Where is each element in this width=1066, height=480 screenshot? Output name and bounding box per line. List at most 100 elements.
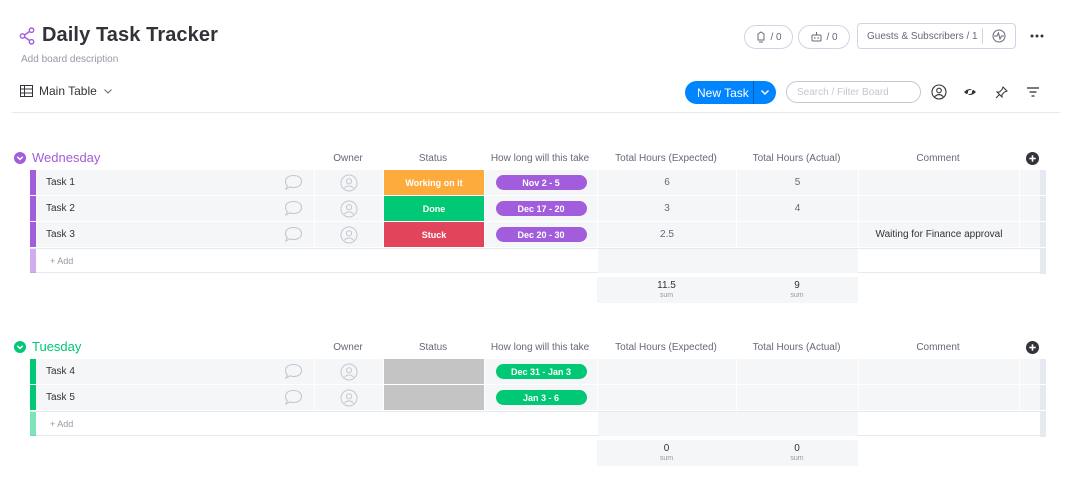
- search-input[interactable]: [786, 81, 921, 103]
- column-header-timeline[interactable]: How long will this take: [490, 153, 590, 164]
- status-cell[interactable]: Done: [383, 196, 484, 221]
- timeline-cell[interactable]: Dec 17 - 20: [484, 196, 597, 221]
- task-name[interactable]: Task 2: [46, 203, 75, 214]
- owner-cell[interactable]: [314, 170, 383, 195]
- comment-cell[interactable]: [858, 385, 1019, 410]
- chat-bubble-icon[interactable]: [284, 200, 303, 217]
- column-header-comment[interactable]: Comment: [916, 342, 960, 353]
- person-filter-icon[interactable]: [930, 83, 948, 101]
- filter-icon[interactable]: [1024, 83, 1042, 101]
- comment-cell[interactable]: [858, 196, 1019, 221]
- person-avatar-icon: [340, 389, 358, 406]
- column-header-actual[interactable]: Total Hours (Actual): [752, 153, 841, 164]
- actual-hours-cell[interactable]: 5: [736, 170, 858, 195]
- integrations-count: / 0: [826, 31, 838, 43]
- task-name[interactable]: Task 1: [46, 177, 75, 188]
- actual-hours-cell[interactable]: [736, 359, 858, 384]
- activity-log-icon[interactable]: [983, 29, 1015, 43]
- new-task-button[interactable]: New Task: [685, 81, 776, 104]
- add-item-label[interactable]: + Add: [50, 419, 74, 429]
- status-cell[interactable]: [383, 359, 484, 384]
- person-avatar-icon: [340, 200, 358, 217]
- chevron-down-icon[interactable]: [103, 88, 112, 94]
- table-row[interactable]: Task 5 Jan 3 - 6: [30, 385, 1046, 411]
- sum-actual-cell: 9 sum: [736, 277, 858, 303]
- add-row-fill: [598, 412, 858, 436]
- group-title[interactable]: Tuesday: [32, 339, 82, 354]
- guests-subscribers-button[interactable]: Guests & Subscribers / 1: [857, 23, 1016, 49]
- sum-actual-cell: 0 sum: [736, 440, 858, 466]
- board-description[interactable]: Add board description: [21, 54, 119, 65]
- add-column-icon[interactable]: [1026, 152, 1039, 165]
- add-item-label[interactable]: + Add: [50, 256, 74, 266]
- person-avatar-icon: [340, 226, 358, 243]
- hide-columns-icon[interactable]: [961, 83, 979, 101]
- column-header-comment[interactable]: Comment: [916, 153, 960, 164]
- table-row[interactable]: Task 4 Dec 31 - Jan 3: [30, 359, 1046, 385]
- timeline-cell[interactable]: Dec 31 - Jan 3: [484, 359, 597, 384]
- task-name[interactable]: Task 3: [46, 229, 75, 240]
- task-name[interactable]: Task 5: [46, 392, 75, 403]
- add-item-row[interactable]: + Add: [30, 248, 1046, 274]
- chat-bubble-icon[interactable]: [284, 174, 303, 191]
- column-header-status[interactable]: Status: [418, 342, 448, 353]
- table-row[interactable]: Task 2 Done Dec 17 - 20 3 4: [30, 196, 1046, 222]
- column-header-expected[interactable]: Total Hours (Expected): [615, 153, 717, 164]
- row-spacer-cell: [1019, 385, 1040, 410]
- status-cell[interactable]: Working on it: [383, 170, 484, 195]
- pin-icon[interactable]: [992, 83, 1010, 101]
- chat-bubble-icon[interactable]: [284, 226, 303, 243]
- expected-hours-cell[interactable]: [597, 359, 736, 384]
- column-header-owner[interactable]: Owner: [333, 153, 363, 164]
- column-header-expected[interactable]: Total Hours (Expected): [615, 342, 717, 353]
- board-title[interactable]: Daily Task Tracker: [42, 24, 218, 46]
- share-icon[interactable]: [18, 26, 36, 45]
- comment-cell[interactable]: [858, 359, 1019, 384]
- expected-hours-cell[interactable]: 6: [597, 170, 736, 195]
- new-task-dropdown-icon[interactable]: [754, 90, 776, 95]
- integrations-button[interactable]: / 0: [798, 25, 850, 49]
- timeline-cell[interactable]: Jan 3 - 6: [484, 385, 597, 410]
- add-column-icon[interactable]: [1026, 341, 1039, 354]
- view-tab-main-table[interactable]: Main Table: [20, 84, 118, 98]
- owner-cell[interactable]: [314, 359, 383, 384]
- owner-cell[interactable]: [314, 196, 383, 221]
- timeline-pill: Dec 17 - 20: [495, 201, 587, 216]
- owner-cell[interactable]: [314, 385, 383, 410]
- activity-button[interactable]: / 0: [744, 25, 793, 49]
- task-name[interactable]: Task 4: [46, 366, 75, 377]
- sum-label: sum: [790, 292, 804, 299]
- timeline-pill: Jan 3 - 6: [495, 390, 587, 405]
- row-end-cap: [1040, 412, 1046, 437]
- comment-cell[interactable]: [858, 170, 1019, 195]
- group-title[interactable]: Wednesday: [32, 150, 101, 165]
- column-header-actual[interactable]: Total Hours (Actual): [752, 342, 841, 353]
- actual-hours-cell[interactable]: [736, 222, 858, 247]
- owner-cell[interactable]: [314, 222, 383, 247]
- collapse-group-icon[interactable]: [14, 152, 26, 164]
- chat-bubble-icon[interactable]: [284, 389, 303, 406]
- more-options-icon[interactable]: [1026, 25, 1048, 47]
- sum-label: sum: [659, 292, 674, 299]
- column-header-timeline[interactable]: How long will this take: [490, 342, 590, 353]
- collapse-group-icon[interactable]: [14, 341, 26, 353]
- column-header-owner[interactable]: Owner: [333, 342, 363, 353]
- table-row[interactable]: Task 1 Working on it Nov 2 - 5 6 5: [30, 170, 1046, 196]
- guests-label: Guests & Subscribers / 1: [867, 30, 978, 42]
- chat-bubble-icon[interactable]: [284, 363, 303, 380]
- actual-hours-cell[interactable]: [736, 385, 858, 410]
- expected-hours-cell[interactable]: 3: [597, 196, 736, 221]
- status-cell[interactable]: [383, 385, 484, 410]
- sum-expected-value: 0: [663, 443, 670, 454]
- actual-hours-cell[interactable]: 4: [736, 196, 858, 221]
- column-header-status[interactable]: Status: [418, 153, 448, 164]
- timeline-cell[interactable]: Dec 20 - 30: [484, 222, 597, 247]
- row-spacer-cell: [1019, 359, 1040, 384]
- status-cell[interactable]: Stuck: [383, 222, 484, 247]
- comment-cell[interactable]: Waiting for Finance approval: [858, 222, 1019, 247]
- timeline-cell[interactable]: Nov 2 - 5: [484, 170, 597, 195]
- expected-hours-cell[interactable]: [597, 385, 736, 410]
- add-item-row[interactable]: + Add: [30, 411, 1046, 437]
- expected-hours-cell[interactable]: 2.5: [597, 222, 736, 247]
- table-row[interactable]: Task 3 Stuck Dec 20 - 30 2.5 Waiting for…: [30, 222, 1046, 248]
